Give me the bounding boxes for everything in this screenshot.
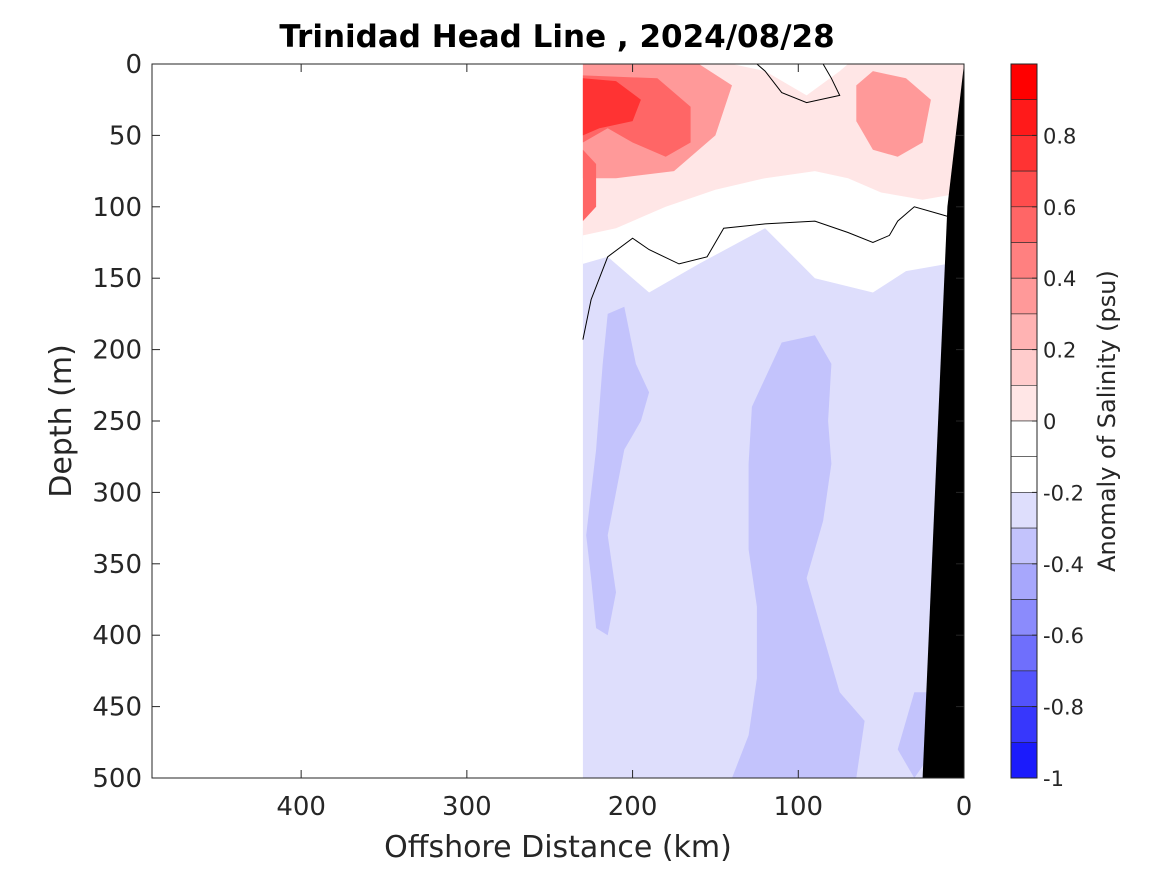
- colorbar-swatch: [1010, 670, 1038, 707]
- contour-region-negative-0.3-central: [732, 335, 865, 778]
- x-tick-label: 0: [956, 792, 973, 822]
- x-tick-label: 200: [608, 792, 658, 822]
- x-axis-ticks: 400 300 200 100 0: [276, 64, 972, 822]
- y-tick-label: 350: [92, 550, 142, 580]
- colorbar-swatch: [1010, 135, 1038, 172]
- colorbar-tick-label: -0.2: [1043, 481, 1084, 505]
- contour-region-negative-0.3-west: [586, 306, 650, 636]
- y-tick-label: 250: [92, 407, 142, 437]
- colorbar-swatch: [1010, 741, 1038, 779]
- x-tick-label: 300: [442, 792, 492, 822]
- bathymetry-shelf: [922, 64, 964, 778]
- colorbar-tick-label: 0: [1043, 410, 1056, 434]
- colorbar-swatch: [1010, 349, 1038, 386]
- y-tick-label: 150: [92, 264, 142, 294]
- bathymetry-layer: [922, 64, 964, 778]
- zero-contour-line-1: [756, 64, 841, 104]
- zero-contour-line-0: [582, 206, 964, 340]
- y-tick-label: 200: [92, 336, 142, 366]
- colorbar-swatch: [1010, 313, 1038, 350]
- y-axis-label: Depth (m): [44, 344, 79, 498]
- colorbar-swatch: [1010, 63, 1038, 101]
- y-tick-label: 400: [92, 621, 142, 651]
- y-tick-label: 50: [109, 121, 142, 151]
- colorbar-tick-label: -0.4: [1043, 553, 1084, 577]
- colorbar-tick-label: 0.6: [1043, 196, 1076, 220]
- y-tick-label: 300: [92, 478, 142, 508]
- x-tick-label: 400: [276, 792, 326, 822]
- y-tick-label: 450: [92, 693, 142, 723]
- colorbar-tick-label: 0.8: [1043, 124, 1076, 148]
- y-axis-ticks: 0 50 100 150 200 250 300 350 400 450 500: [92, 50, 964, 794]
- colorbar-tick-label: 0.2: [1043, 339, 1076, 363]
- x-axis-label: Offshore Distance (km): [384, 830, 732, 865]
- chart-title: Trinidad Head Line , 2024/08/28: [279, 19, 834, 55]
- contour-region-positive-0.3-east: [856, 71, 931, 157]
- contour-regions: [582, 64, 964, 778]
- colorbar-swatch: [1010, 277, 1038, 315]
- contour-region-positive-0.5-deep: [582, 149, 597, 222]
- contour-region-positive-0.7: [582, 78, 641, 136]
- colorbar-swatch: [1010, 242, 1038, 279]
- colorbar-tick-label: -1: [1043, 767, 1064, 791]
- colorbar-swatch: [1010, 420, 1038, 458]
- x-tick-label: 100: [773, 792, 823, 822]
- colorbar-tick-label: 0.4: [1043, 267, 1076, 291]
- y-tick-label: 100: [92, 193, 142, 223]
- colorbar-swatch: [1010, 706, 1038, 743]
- colorbar: 0.8 0.6 0.4 0.2 0 -0.2 -0.4 -0.6 -0.8 -1: [1010, 63, 1084, 791]
- colorbar-swatch: [1010, 170, 1038, 208]
- colorbar-swatch: [1010, 527, 1038, 565]
- y-tick-label: 500: [92, 764, 142, 794]
- colorbar-swatch: [1010, 599, 1038, 636]
- colorbar-swatch: [1010, 206, 1038, 243]
- colorbar-swatch: [1010, 634, 1038, 672]
- zero-contour-lines: [582, 64, 964, 340]
- colorbar-swatch: [1010, 384, 1038, 422]
- colorbar-tick-label: -0.8: [1043, 696, 1084, 720]
- colorbar-label: Anomaly of Salinity (psu): [1093, 270, 1121, 572]
- colorbar-swatch: [1010, 99, 1038, 136]
- colorbar-tick-label: -0.6: [1043, 624, 1084, 648]
- colorbar-swatch: [1010, 563, 1038, 600]
- colorbar-swatch: [1010, 456, 1038, 493]
- y-tick-label: 0: [125, 50, 142, 80]
- colorbar-swatch: [1010, 492, 1038, 529]
